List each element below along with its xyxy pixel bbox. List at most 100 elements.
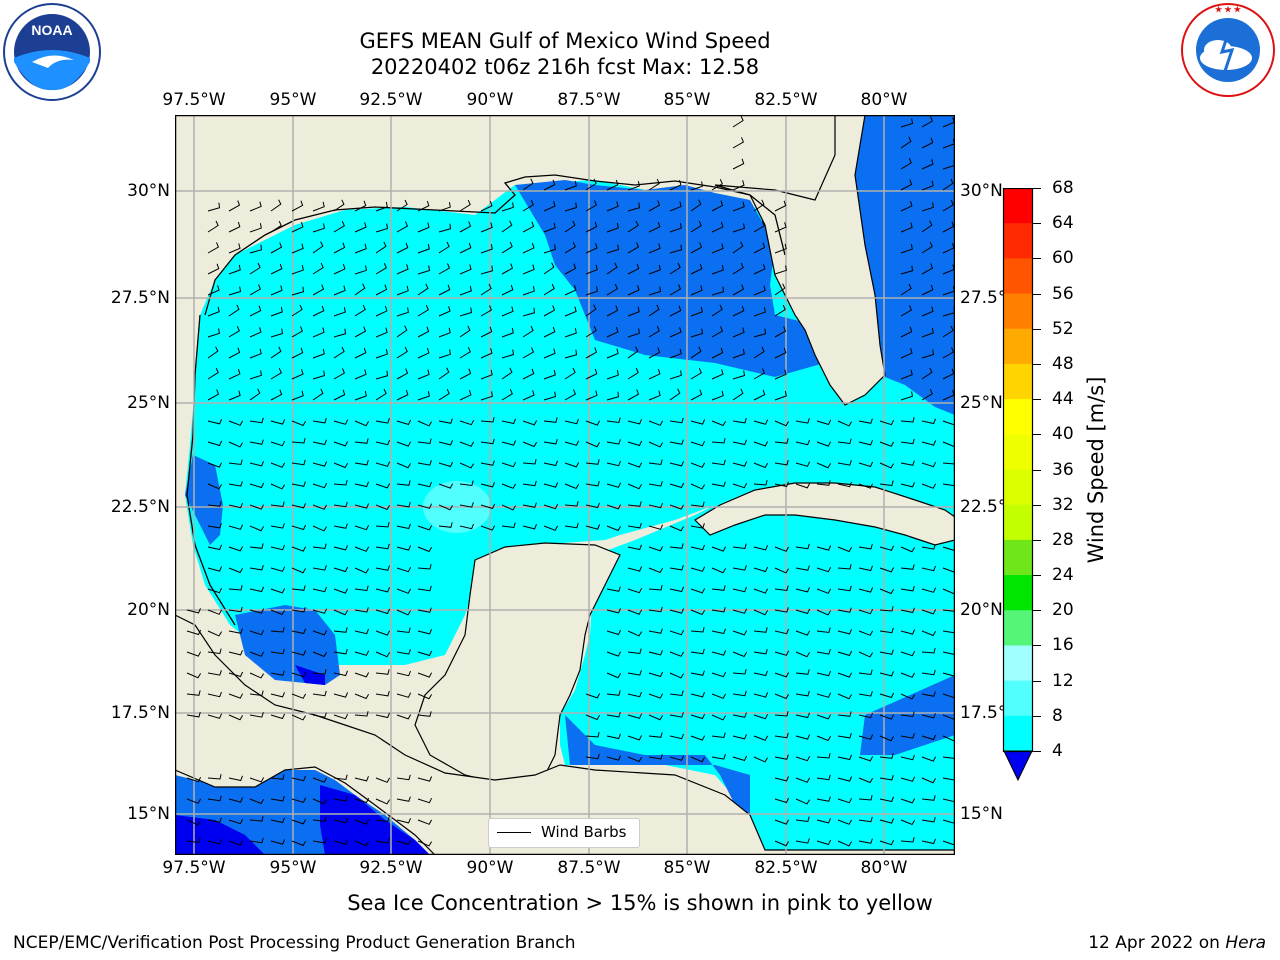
wind-barb: [921, 483, 937, 489]
colorbar-tick: 28: [1052, 529, 1074, 550]
colorbar: [1002, 188, 1034, 782]
wind-barb: [438, 418, 453, 424]
wind-barb: [186, 776, 202, 783]
wind-barb: [186, 608, 201, 614]
wind-barb: [396, 649, 411, 655]
wind-barb: [207, 419, 222, 425]
wind-barb: [774, 546, 790, 552]
wind-barb: [900, 482, 915, 488]
wind-barb: [270, 648, 285, 655]
colorbar-cell: [1003, 188, 1033, 224]
wind-barb: [732, 669, 747, 675]
wind-barb: [795, 565, 810, 571]
wind-barb: [312, 262, 324, 275]
wind-barb: [312, 669, 327, 675]
wind-barb: [648, 347, 661, 359]
noaa-logo: NOAA: [2, 2, 102, 102]
wind-barb: [879, 462, 895, 469]
wind-barb: [312, 370, 326, 380]
wind-barb: [270, 419, 286, 425]
colorbar-tick-mark: [1033, 223, 1041, 225]
wind-barb: [606, 305, 619, 317]
wind-barb: [564, 328, 577, 338]
lon-tick-bottom: 82.5°W: [754, 858, 818, 878]
wind-barb: [228, 390, 241, 401]
wind-barb: [627, 367, 639, 380]
wind-barb: [879, 627, 894, 634]
wind-barb: [291, 390, 304, 401]
wind-barb: [375, 483, 391, 489]
wind-barb: [333, 692, 349, 698]
wind-barb: [354, 524, 370, 531]
lat-tick-right: 20°N: [960, 600, 1003, 620]
wind-barb: [753, 441, 769, 447]
wind-barb: [942, 461, 955, 465]
wind-barb: [228, 775, 243, 782]
wind-barb: [438, 504, 454, 511]
wind-barb: [249, 586, 264, 593]
wind-barb: [375, 504, 391, 511]
wind-barb: [522, 420, 538, 426]
wind-barb: [228, 481, 243, 487]
wind-barb: [333, 501, 348, 508]
wind-barb: [627, 263, 640, 275]
wind-barb: [711, 714, 727, 721]
wind-barb: [375, 543, 390, 550]
wind-barb: [753, 566, 769, 573]
wind-barb: [249, 777, 265, 783]
lat-tick-left: 20°N: [127, 600, 170, 620]
wind-barb: [900, 305, 913, 317]
wind-barb: [690, 328, 704, 338]
wind-barb: [606, 262, 618, 275]
wind-barb: [669, 244, 683, 254]
wind-barb: [858, 483, 874, 489]
wind-barb: [291, 775, 306, 782]
legend-line: [497, 832, 531, 833]
wind-barb: [396, 368, 409, 380]
wind-barb: [711, 420, 727, 427]
wind-barb: [753, 242, 766, 254]
wind-barb: [417, 369, 430, 380]
wind-barb: [396, 818, 411, 824]
wind-barb: [396, 325, 408, 338]
wind-zone-4-8: [565, 715, 750, 815]
wind-barb: [459, 502, 474, 508]
wind-barb: [543, 348, 556, 359]
wind-barb: [501, 263, 514, 275]
wind-barb: [312, 777, 328, 783]
wind-barb: [543, 201, 556, 212]
wind-barb: [816, 692, 832, 698]
wind-barb: [354, 693, 370, 700]
wind-barb: [753, 462, 769, 469]
wind-barb: [228, 243, 241, 254]
wind-barb: [480, 200, 493, 212]
wind-barb: [921, 756, 937, 762]
yucatan-land: [414, 542, 621, 786]
wind-barb: [312, 417, 327, 424]
wind-barb: [690, 692, 705, 698]
wind-barb: [837, 481, 852, 488]
wind-barb: [312, 461, 328, 467]
wind-barb: [186, 819, 202, 826]
wind-barb: [795, 418, 810, 424]
wind-barb: [396, 566, 412, 573]
wind-barb: [900, 650, 916, 657]
colorbar-tick: 12: [1052, 670, 1074, 691]
wind-barb: [543, 369, 556, 380]
wind-barb: [795, 798, 811, 805]
wind-barb: [312, 241, 324, 254]
wind-barb: [354, 797, 370, 804]
wind-barb: [732, 755, 748, 762]
wind-barb: [900, 369, 913, 380]
wind-barb: [207, 462, 223, 468]
wind-barb: [564, 180, 577, 191]
wind-barb: [354, 304, 366, 317]
wind-barb: [459, 419, 475, 426]
wind-barb: [774, 438, 789, 444]
wind-barb: [669, 733, 684, 740]
wind-barb: [837, 420, 853, 427]
lon-tick-top: 82.5°W: [754, 90, 818, 110]
wind-barb: [648, 546, 664, 552]
wind-barb: [858, 608, 874, 615]
wind-barb: [228, 420, 244, 426]
